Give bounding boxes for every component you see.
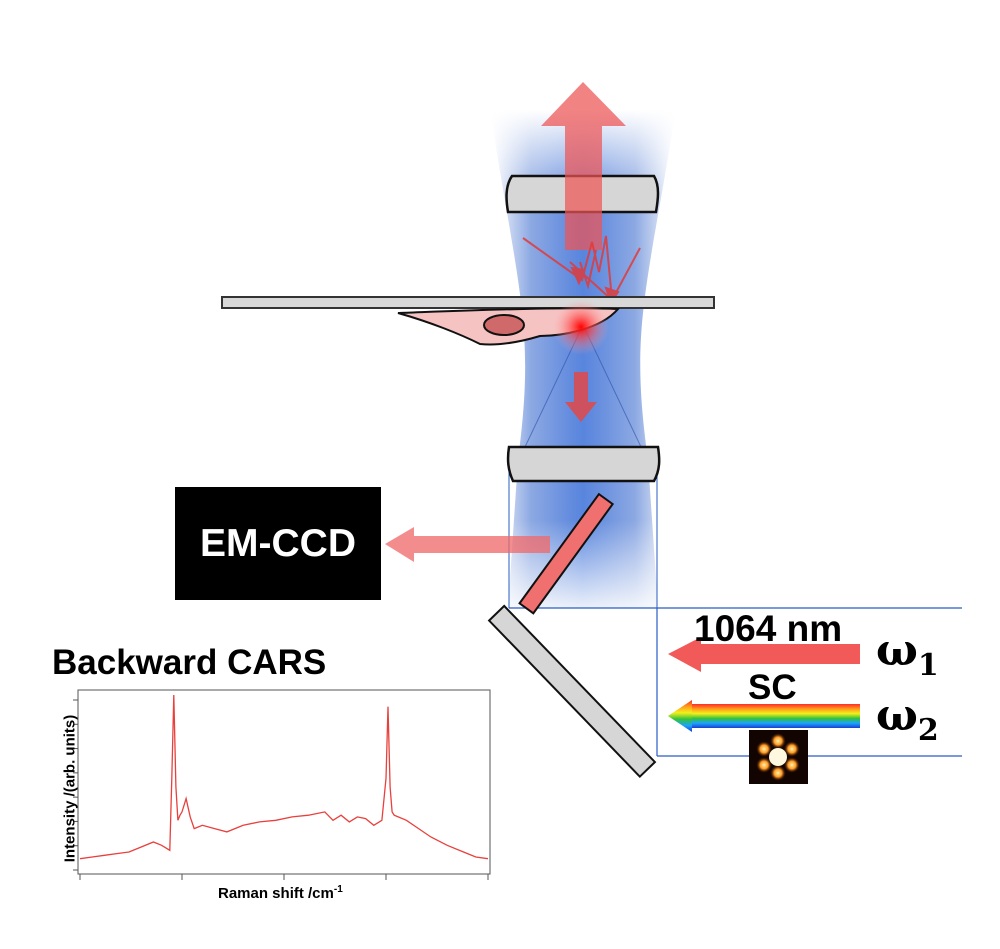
omega2-symbol: ω <box>876 690 918 741</box>
forward-signal-arrow <box>541 82 626 250</box>
omega1-symbol: ω <box>876 625 918 676</box>
pump-wavelength-label: 1064 nm <box>694 608 843 649</box>
sample-slide <box>221 296 715 309</box>
x-axis-ticks <box>79 874 489 880</box>
x-axis-label: Raman shift /cm-1 <box>218 884 343 902</box>
mode-lobe <box>770 733 786 749</box>
omega2-label: ω2 <box>876 690 939 748</box>
y-axis-ticks <box>73 699 78 871</box>
y-axis-label: Intensity /(arb. units) <box>61 714 79 863</box>
mode-lobe <box>783 757 800 773</box>
focal-spot <box>553 299 609 355</box>
supercontinuum-arrow <box>668 700 860 732</box>
spectrum-series-line <box>79 694 489 860</box>
supercontinuum-label: SC <box>748 668 797 707</box>
omega2-subscript: 2 <box>917 713 939 748</box>
reflecting-mirror <box>487 604 657 779</box>
input-beam-lines <box>509 607 962 757</box>
mode-lobe <box>756 741 773 757</box>
pump-laser-arrow <box>668 637 860 672</box>
em-ccd-label: EM-CCD <box>200 522 356 565</box>
mode-profile-image <box>749 730 808 784</box>
plot-frame <box>77 689 491 875</box>
dichroic-mirror <box>518 492 615 615</box>
x-axis-label-exponent: -1 <box>333 884 343 895</box>
backward-signal-arrow <box>565 372 597 422</box>
spectrum-chart <box>73 689 491 880</box>
spectrum-title: Backward CARS <box>52 643 327 682</box>
em-ccd-detector <box>175 487 381 600</box>
omega1-label: ω1 <box>876 625 939 683</box>
mode-lobe <box>756 757 773 773</box>
detection-arrow <box>385 527 550 562</box>
mode-lobe <box>783 741 800 757</box>
x-axis-label-text: Raman shift /cm <box>218 885 334 902</box>
mode-lobe <box>770 765 786 781</box>
bottom-lens <box>506 445 661 483</box>
omega1-subscript: 1 <box>917 648 939 683</box>
